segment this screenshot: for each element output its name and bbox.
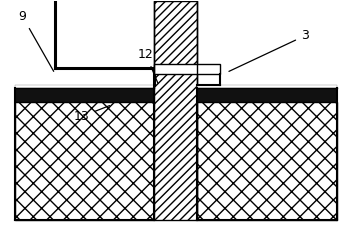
Text: 9: 9 — [19, 10, 54, 71]
Bar — [197, 85, 337, 88]
Bar — [154, 1, 197, 220]
Text: 3: 3 — [229, 29, 309, 71]
Bar — [197, 88, 337, 102]
Text: 13: 13 — [74, 106, 110, 123]
Text: 12: 12 — [138, 48, 158, 83]
Bar — [15, 85, 154, 88]
Bar — [15, 102, 154, 220]
Bar — [197, 102, 337, 220]
Bar — [15, 88, 154, 102]
Bar — [154, 64, 220, 74]
